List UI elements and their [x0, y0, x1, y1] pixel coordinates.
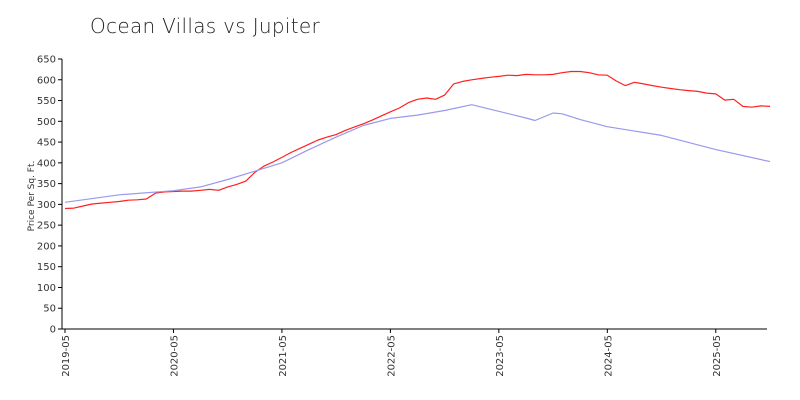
- y-tick-label: 600: [37, 75, 56, 86]
- y-tick-label: 650: [37, 55, 56, 66]
- y-tick-label: 550: [37, 96, 56, 107]
- y-tick-label: 500: [37, 117, 56, 128]
- series-line-1: [64, 70, 771, 210]
- y-tick-label: 350: [37, 179, 56, 190]
- x-tick-label: 2024-05: [603, 335, 614, 377]
- y-tick-label: 100: [37, 283, 56, 294]
- y-tick-label: 400: [37, 158, 56, 169]
- x-tick-label: 2020-05: [169, 335, 180, 377]
- y-tick-label: 150: [37, 262, 56, 273]
- x-tick-label: 2022-05: [386, 335, 397, 377]
- y-tick-label: 300: [37, 200, 56, 211]
- axes: [58, 58, 767, 333]
- y-axis-title: Price Per Sq. Ft.: [27, 161, 37, 232]
- y-tick-label: 200: [37, 241, 56, 252]
- x-tick-label: 2021-05: [278, 335, 289, 377]
- x-tick-label: 2023-05: [495, 335, 506, 377]
- series-line-2: [64, 104, 771, 203]
- chart-title: Ocean Villas vs Jupiter: [90, 14, 320, 38]
- x-tick-label: 2019-05: [61, 335, 72, 377]
- y-tick-label: 0: [50, 325, 56, 336]
- y-tick-label: 250: [37, 221, 56, 232]
- x-tick-label: 2025-05: [712, 335, 723, 377]
- labels-layer: 0 50 100 150 200 250 300 350 400 450 500 550 600 650 2…: [27, 55, 723, 377]
- series-layer: [64, 70, 771, 210]
- y-tick-label: 450: [37, 138, 56, 149]
- y-tick-label: 50: [43, 304, 56, 315]
